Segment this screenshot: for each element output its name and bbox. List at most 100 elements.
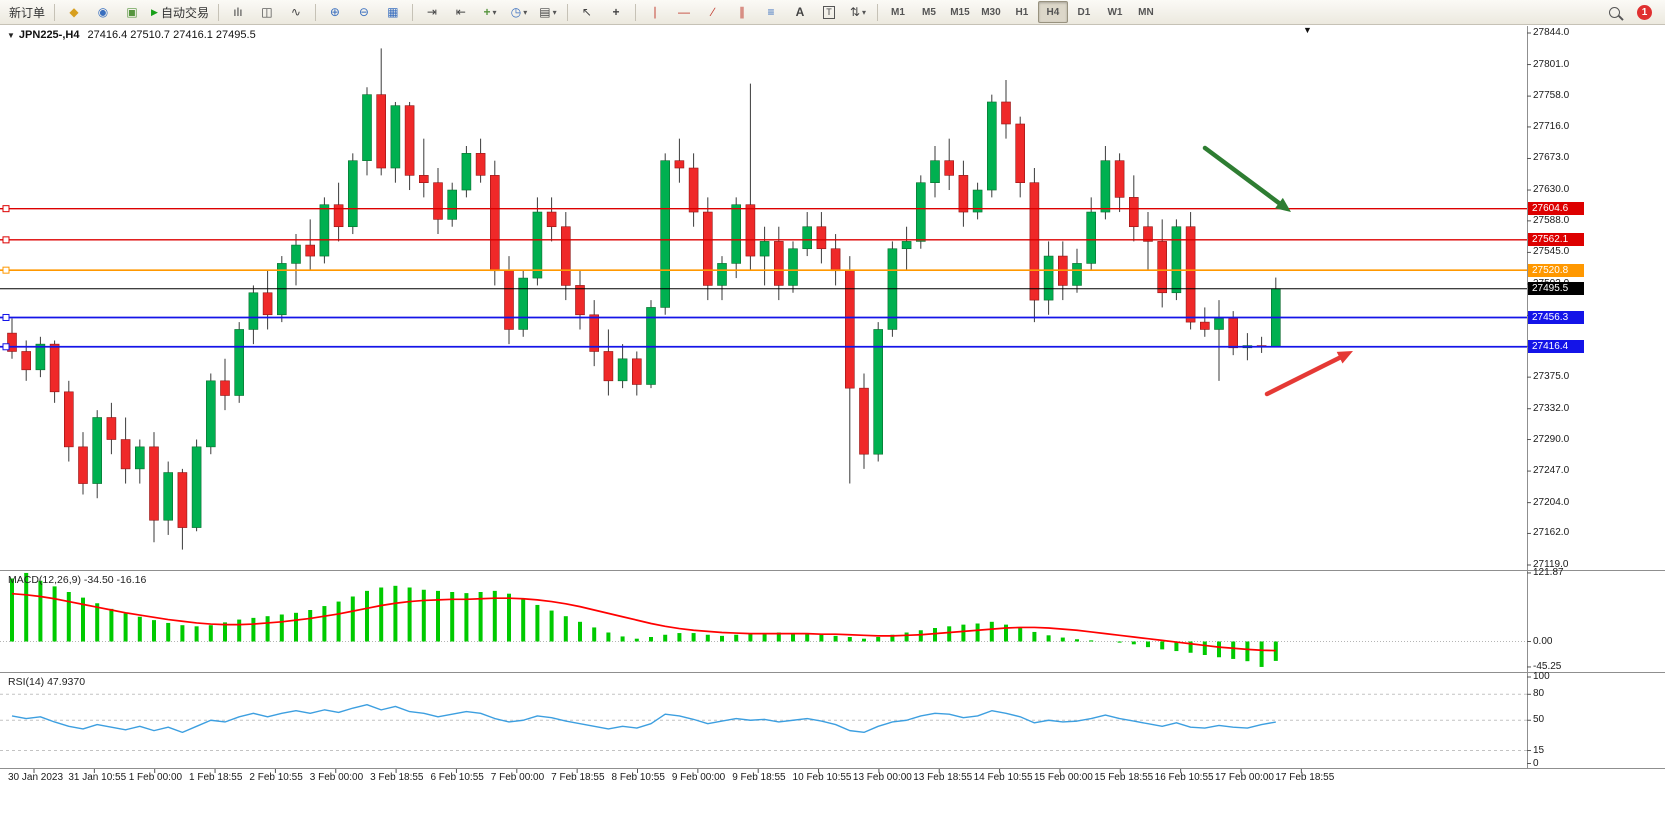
new-order-button[interactable]: 新订单 xyxy=(9,5,46,20)
cursor-button[interactable]: ↖ xyxy=(573,1,601,23)
timeframe-w1-button[interactable]: W1 xyxy=(1107,6,1123,18)
macd-histogram-bar xyxy=(890,634,895,642)
candle-body xyxy=(1129,197,1139,228)
candlestick-chart-icon: ◫ xyxy=(261,5,273,19)
text-button[interactable]: A xyxy=(786,1,814,23)
macd-histogram-bar xyxy=(634,638,639,642)
market-watch-button[interactable]: ◆ xyxy=(60,1,88,23)
macd-histogram-bar xyxy=(421,589,426,642)
zoom-in-button[interactable]: ⊕ xyxy=(321,1,349,23)
timeframe-m30-button[interactable]: M30 xyxy=(981,6,1001,18)
macd-histogram-bar xyxy=(81,597,85,642)
candlestick-chart-button[interactable]: ◫ xyxy=(253,1,281,23)
candle-body xyxy=(873,329,884,455)
arrows-button[interactable]: ⇅ ▾ xyxy=(844,1,872,23)
text-label-button[interactable]: T xyxy=(815,1,843,23)
candle-body xyxy=(248,292,259,330)
macd-histogram-bar xyxy=(180,625,185,642)
candle-body xyxy=(106,417,117,440)
timeframe-mn-button[interactable]: MN xyxy=(1138,6,1154,18)
vertical-line-button[interactable]: ∣ xyxy=(641,1,669,23)
candle-body xyxy=(830,248,841,272)
macd-histogram-bar xyxy=(1217,641,1221,658)
candle-body xyxy=(958,175,969,213)
templates-button[interactable]: ▤ ▾ xyxy=(534,1,562,23)
candle-body xyxy=(234,329,244,396)
candle-body xyxy=(1185,226,1196,323)
toolbar-separator xyxy=(411,3,413,21)
timeframe-toolbar: M1 M5 M15 M30 H1 H4 D1 W1 MN xyxy=(883,1,1161,23)
macd-histogram-bar xyxy=(1131,641,1136,645)
timeframe-d1-button[interactable]: D1 xyxy=(1077,6,1091,18)
hline-handle[interactable] xyxy=(2,236,10,244)
candle-body xyxy=(489,175,500,272)
macd-histogram-bar xyxy=(492,590,497,642)
chevron-down-icon[interactable]: ▾ xyxy=(523,7,528,17)
chart-shift-button[interactable]: ⇤ xyxy=(447,1,475,23)
hline-handle[interactable] xyxy=(2,205,10,213)
tile-windows-button[interactable]: ▦ xyxy=(379,1,407,23)
candle-body xyxy=(1200,321,1210,330)
macd-histogram-bar xyxy=(1032,631,1037,642)
notification-badge[interactable]: 1 xyxy=(1637,4,1652,20)
macd-histogram-bar xyxy=(819,634,824,642)
macd-histogram-bar xyxy=(620,636,625,642)
candle-body xyxy=(930,160,940,183)
macd-histogram-bar xyxy=(1245,641,1250,662)
timeframe-h4-button[interactable]: H4 xyxy=(1037,1,1068,23)
hline-handle[interactable] xyxy=(2,343,10,351)
trendline-button[interactable]: ∕ xyxy=(699,1,727,23)
chevron-down-icon[interactable]: ▾ xyxy=(861,7,866,17)
up-support-arrow[interactable] xyxy=(1264,355,1342,397)
macd-histogram-bar xyxy=(1060,637,1065,642)
candle-body xyxy=(1001,101,1011,125)
candle-body xyxy=(475,153,486,176)
horizontal-line-button[interactable]: — xyxy=(670,1,698,23)
fibonacci-button[interactable]: ≡ xyxy=(757,1,785,23)
macd-histogram-bar xyxy=(791,633,795,642)
down-trend-arrow[interactable] xyxy=(1202,145,1282,206)
crosshair-button[interactable]: + xyxy=(602,1,630,23)
indicators-button[interactable]: + ▾ xyxy=(476,1,504,23)
line-chart-button[interactable]: ∿ xyxy=(282,1,310,23)
chevron-down-icon[interactable]: ▾ xyxy=(552,7,557,17)
candle-body xyxy=(759,241,770,257)
chevron-down-icon[interactable]: ▾ xyxy=(492,7,497,17)
auto-scroll-button[interactable]: ⇥ xyxy=(418,1,446,23)
toolbar-separator xyxy=(54,3,56,21)
hline-handle[interactable] xyxy=(2,313,10,321)
zoom-out-button[interactable]: ⊖ xyxy=(350,1,378,23)
terminal-button[interactable]: ▣ xyxy=(118,1,146,23)
bar-chart-button[interactable]: ılı xyxy=(224,1,252,23)
timeframe-m5-button[interactable]: M5 xyxy=(922,6,936,18)
autotrade-play-icon: ▶ xyxy=(151,6,158,17)
candle-body xyxy=(1214,318,1224,330)
candle-body xyxy=(1228,318,1238,349)
candle-body xyxy=(859,387,869,455)
timeframe-m1-button[interactable]: M1 xyxy=(891,6,905,18)
candle-body xyxy=(986,101,997,191)
timeframe-m15-button[interactable]: M15 xyxy=(950,6,970,18)
candle-body xyxy=(1043,255,1054,301)
up-support-arrow-head xyxy=(1336,351,1353,364)
macd-histogram-bar xyxy=(1117,641,1122,643)
timeframe-h1-button[interactable]: H1 xyxy=(1015,6,1029,18)
candle-body xyxy=(64,391,74,448)
candle-body xyxy=(788,248,798,286)
channel-button[interactable]: ∥ xyxy=(728,1,756,23)
search-button[interactable] xyxy=(1600,1,1628,23)
macd-histogram-bar xyxy=(1146,641,1150,648)
candle-body xyxy=(688,167,699,213)
periods-button[interactable]: ◷ ▾ xyxy=(505,1,533,23)
navigator-button[interactable]: ◉ xyxy=(89,1,117,23)
macd-histogram-bar xyxy=(24,572,29,642)
hline-handle[interactable] xyxy=(2,266,10,274)
macd-histogram-bar xyxy=(691,633,696,642)
candle-body xyxy=(575,285,585,316)
candle-body xyxy=(390,105,401,169)
autotrading-button[interactable]: ▶ 自动交易 xyxy=(147,1,213,23)
candle-body xyxy=(617,358,628,382)
macd-histogram-bar xyxy=(521,599,526,642)
candle-body xyxy=(1114,160,1125,198)
